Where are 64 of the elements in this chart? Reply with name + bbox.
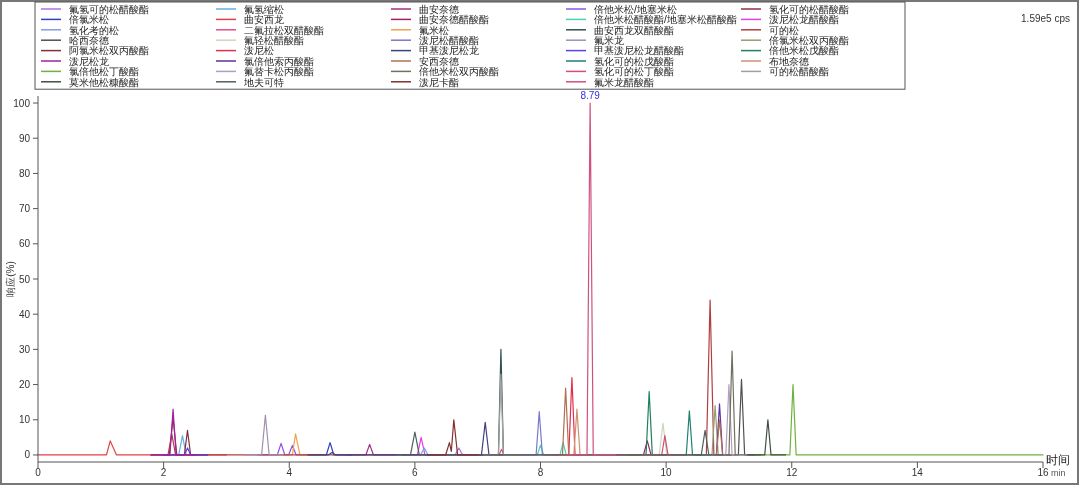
legend-label: 阿氯米松双丙酸酯	[69, 45, 149, 57]
y-tick-label: 40	[18, 308, 31, 320]
legend-label: 地夫可特	[243, 76, 284, 88]
legend-label: 哈西奈德	[69, 35, 109, 46]
x-axis-title: 时间	[1046, 453, 1070, 467]
legend-label: 布地奈德	[769, 55, 809, 67]
legend-label: 氟米龙	[594, 35, 624, 46]
x-tick-label: 8	[537, 467, 544, 478]
legend-label: 氢化考的松	[69, 24, 119, 36]
legend-label: 氟替卡松丙酸酯	[244, 66, 314, 78]
y-tick-label: 80	[18, 167, 31, 179]
x-tick-label: 0	[35, 467, 42, 478]
legend-label: 氢化可的松丁酸酯	[594, 66, 674, 78]
legend-label: 甲基泼尼松龙	[419, 45, 479, 57]
legend-label: 倍氯米松双丙酸酯	[769, 35, 849, 46]
legend-label: 泼尼松龙醋酸酯	[769, 14, 839, 26]
y-axis-title: 响应(%)	[5, 261, 16, 297]
x-tick-label: 14	[911, 467, 924, 478]
legend-label: 甲基泼尼松龙醋酸酯	[594, 45, 684, 57]
x-tick-label: 12	[786, 467, 798, 478]
x-tick-label: 10	[660, 467, 673, 478]
legend-label: 倍他米松醋酸酯/地塞米松醋酸酯	[594, 14, 737, 26]
legend-label: 倍氯米松	[69, 14, 109, 26]
y-tick-label: 50	[18, 273, 31, 285]
legend-label: 曲安西龙	[244, 14, 284, 26]
y-tick-label: 60	[18, 238, 31, 250]
legend-label: 氯倍他松丁酸酯	[69, 66, 139, 78]
y-tick-label: 90	[18, 132, 31, 144]
y-tick-label: 20	[18, 379, 31, 391]
legend-label: 曲安西龙双醋酸酯	[594, 24, 674, 36]
y-tick-label: 10	[18, 414, 31, 426]
legend-label: 泼尼卡酯	[419, 76, 459, 88]
x-tick-label: 16	[1037, 467, 1049, 478]
legend-label: 泼尼松	[244, 45, 274, 57]
legend-label: 氟米龙醋酸酯	[594, 76, 654, 88]
legend-label: 可的松醋酸酯	[769, 66, 829, 78]
text: min	[1051, 468, 1066, 478]
legend-label: 可的松	[769, 24, 799, 36]
legend-label: 倍他米松/地塞米松	[594, 3, 677, 15]
legend-label: 安西奈德	[419, 55, 459, 67]
text: 1.59e5 cps	[1021, 13, 1070, 24]
y-tick-label: 100	[13, 97, 31, 109]
legend-label: 氢化可的松醋酸酯	[769, 3, 849, 15]
legend-label: 曲安奈德	[419, 3, 459, 15]
legend-label: 氢化可的松戊酸酯	[594, 55, 674, 67]
legend-label: 二氟拉松双醋酸酯	[244, 24, 324, 36]
y-tick-label: 70	[18, 203, 31, 215]
legend-label: 莫米他松糠酸酯	[69, 76, 139, 88]
legend-label: 曲安奈德醋酸酯	[419, 14, 489, 26]
legend-label: 氯倍他索丙酸酯	[244, 55, 314, 67]
y-tick-label: 0	[24, 449, 31, 461]
x-tick-label: 4	[286, 467, 293, 478]
legend-label: 氟轻松醋酸酯	[244, 35, 304, 46]
annotation: 8.79	[580, 90, 601, 102]
x-tick-label: 2	[160, 467, 167, 478]
legend-label: 泼尼松醋酸酯	[419, 35, 479, 46]
legend-label: 氟氢可的松醋酸酯	[69, 3, 149, 15]
legend-label: 泼尼松龙	[69, 55, 109, 67]
x-tick-label: 6	[412, 467, 419, 478]
legend-label: 氟米松	[419, 24, 449, 36]
legend-label: 倍他米松双丙酸酯	[419, 66, 499, 78]
legend-label: 氟氢缩松	[244, 3, 284, 15]
legend-label: 倍他米松戊酸酯	[769, 45, 839, 57]
y-tick-label: 30	[18, 343, 31, 355]
